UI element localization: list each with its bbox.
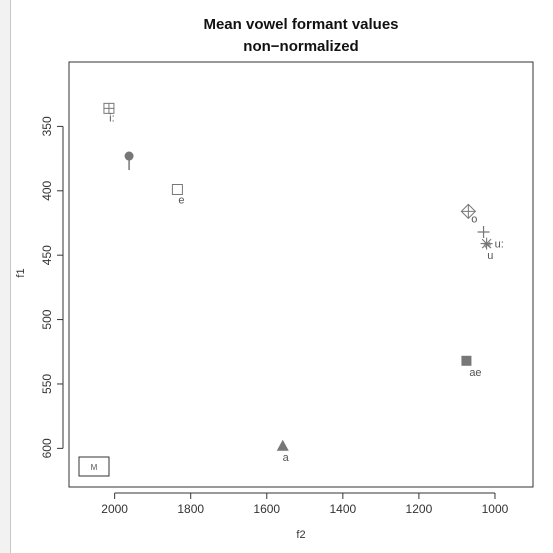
chart-title: Mean vowel formant values (203, 16, 398, 33)
plot-frame: Mean vowel formant values non−normalized… (10, 0, 553, 553)
data-points: i: e o u:u ae a (103, 102, 504, 464)
data-point: o (460, 203, 477, 225)
x-tick-label: 1200 (406, 502, 433, 516)
point-marker-cross (103, 103, 114, 114)
y-tick-label: 550 (40, 374, 54, 394)
point-marker (477, 226, 490, 238)
point-marker (171, 184, 183, 195)
x-tick-label: 2000 (101, 502, 128, 516)
data-point: i: (103, 102, 115, 124)
data-point: u (483, 242, 493, 262)
y-axis: 350 400 450 500 550 600 (40, 116, 64, 458)
scatter-chart: Mean vowel formant values non−normalized… (15, 16, 534, 541)
x-axis: 2000 1800 1600 1400 1200 1000 (101, 492, 509, 516)
data-point (124, 151, 134, 171)
chart-subtitle: non−normalized (243, 38, 358, 55)
point-label: ae (469, 367, 481, 379)
point-label: a (283, 452, 290, 464)
y-tick-label: 350 (40, 116, 54, 136)
point-marker-cross (461, 204, 476, 219)
y-tick-label: 500 (40, 309, 54, 329)
data-point: e (171, 184, 184, 207)
point-label: o (471, 213, 477, 225)
data-point: ae (461, 355, 482, 379)
x-axis-label: f2 (296, 529, 305, 541)
y-tick-label: 450 (40, 245, 54, 265)
y-tick-label: 400 (40, 180, 54, 200)
data-point: u: (480, 237, 504, 251)
point-marker (483, 242, 491, 248)
legend-box (78, 456, 110, 477)
point-marker (460, 203, 477, 220)
legend: M (78, 456, 110, 477)
point-label: i: (109, 112, 115, 124)
plot-area-border (68, 61, 534, 488)
y-axis-label: f1 (15, 268, 27, 277)
data-point: a (276, 439, 290, 464)
x-tick-label: 1400 (329, 502, 356, 516)
point-label: u (487, 250, 493, 262)
x-tick-label: 1600 (253, 502, 280, 516)
x-tick-label: 1000 (482, 502, 509, 516)
y-tick-label: 600 (40, 438, 54, 458)
point-marker (276, 439, 289, 451)
point-label: e (178, 195, 184, 207)
legend-entry: M (91, 463, 98, 472)
data-point (477, 226, 490, 238)
point-marker (461, 355, 472, 366)
point-label: u: (495, 239, 504, 251)
x-tick-label: 1800 (177, 502, 204, 516)
